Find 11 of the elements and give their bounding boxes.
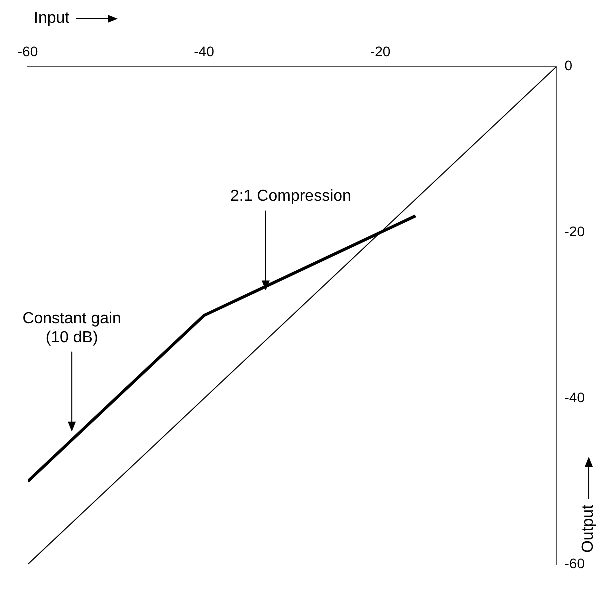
x-axis-title: Input [34, 10, 70, 28]
x-tick-label: -40 [194, 43, 215, 60]
x-tick-label: -20 [370, 43, 391, 60]
y-tick-label: -60 [564, 555, 586, 572]
y-tick-label: -40 [564, 390, 586, 406]
x-tick-label: -60 [18, 43, 38, 60]
annotation: Constant gain (10 dB) [22, 310, 122, 346]
y-axis-title: Output [580, 504, 598, 554]
y-tick-label: -20 [564, 224, 586, 240]
y-tick-label: 0 [564, 58, 573, 74]
annotation: 2:1 Compression [230, 188, 352, 206]
